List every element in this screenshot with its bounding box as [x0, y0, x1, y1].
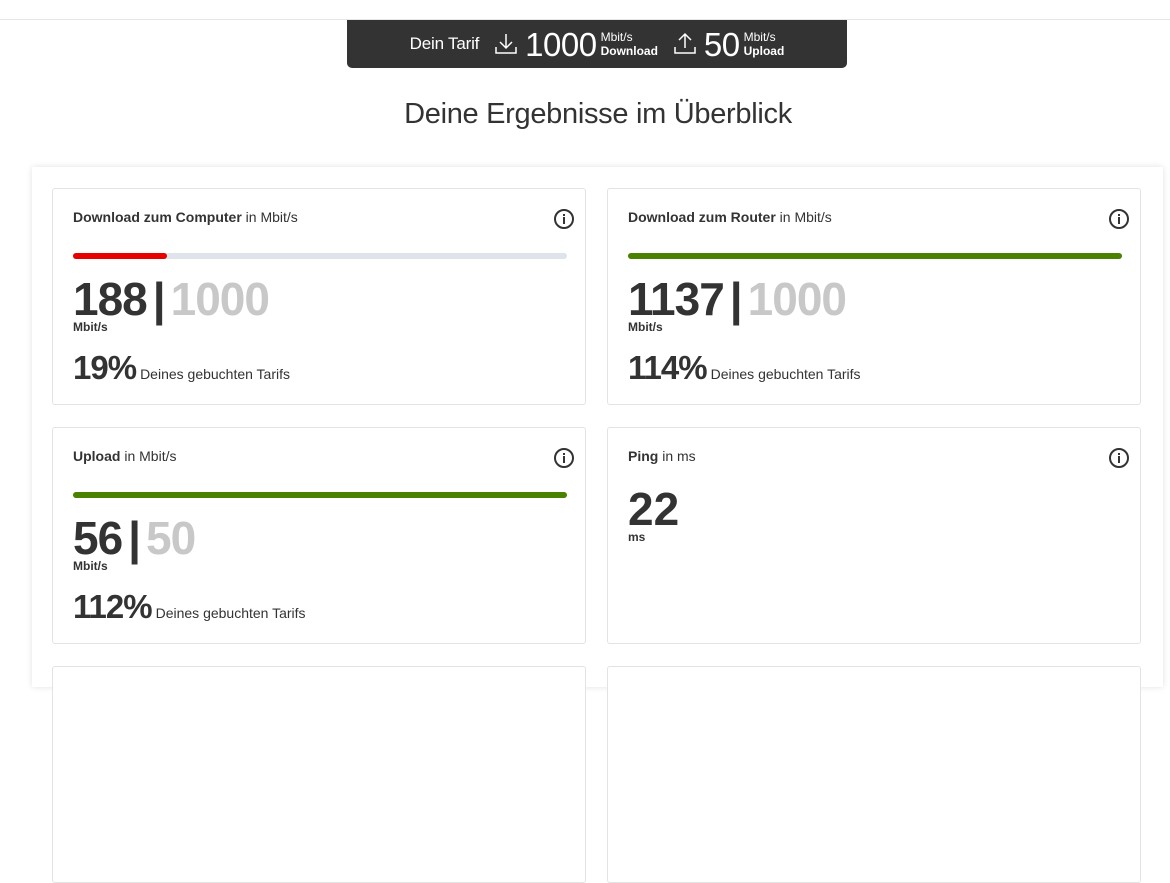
target-value: 1000 — [170, 273, 270, 325]
progress-track — [73, 492, 567, 498]
value-unit: Mbit/s — [73, 320, 108, 334]
value-unit: Mbit/s — [73, 559, 108, 573]
measured-value: 1137 — [628, 273, 725, 325]
percent-text: Deines gebuchten Tarifs — [140, 366, 291, 382]
tariff-banner: Dein Tarif 1000 Mbit/s Download 50 Mbit/… — [347, 20, 847, 68]
progress-fill — [73, 492, 567, 498]
tariff-download-value: 1000 — [525, 25, 597, 63]
speed-values: 56 | 50 — [73, 512, 196, 564]
card-next-right — [607, 666, 1141, 883]
card-title: Download zum Computer in Mbit/s — [73, 209, 298, 225]
tariff-upload-units: Mbit/s Upload — [744, 30, 785, 58]
tariff-upload-label: Upload — [743, 44, 785, 58]
percent-row: 19% Deines gebuchten Tarifs — [73, 349, 290, 387]
info-icon[interactable] — [1109, 448, 1129, 468]
percent-text: Deines gebuchten Tarifs — [155, 605, 306, 621]
card-title-unit: in Mbit/s — [241, 209, 298, 225]
download-icon — [495, 34, 517, 54]
progress-track — [628, 253, 1122, 259]
percent-value: 114% — [628, 349, 708, 386]
card-ping: Ping in ms 22 ms — [607, 427, 1141, 644]
tariff-download-units: Mbit/s Download — [601, 30, 658, 58]
card-next-left — [52, 666, 586, 883]
value-unit: Mbit/s — [628, 320, 663, 334]
card-title-label: Download zum Computer — [73, 209, 242, 225]
value-separator: | — [729, 273, 743, 325]
info-icon[interactable] — [554, 448, 574, 468]
speed-values: 1137 | 1000 — [628, 273, 847, 325]
measured-value: 56 — [73, 512, 123, 564]
ping-unit: ms — [628, 530, 646, 544]
tariff-upload-unit: Mbit/s — [743, 30, 776, 44]
card-title-unit: in Mbit/s — [120, 448, 177, 464]
card-title-label: Download zum Router — [628, 209, 776, 225]
info-icon[interactable] — [554, 209, 574, 229]
speed-values: 188 | 1000 — [73, 273, 270, 325]
tariff-label: Dein Tarif — [409, 34, 480, 53]
measured-value: 188 — [73, 273, 148, 325]
percent-value: 19% — [73, 349, 137, 386]
info-icon[interactable] — [1109, 209, 1129, 229]
results-panel: Download zum Computer in Mbit/s 188 | 1000… — [32, 167, 1163, 883]
percent-value: 112% — [73, 588, 153, 625]
card-title: Download zum Router in Mbit/s — [628, 209, 832, 225]
card-download-computer: Download zum Computer in Mbit/s 188 | 1000… — [52, 188, 586, 405]
card-title: Ping in ms — [628, 448, 696, 464]
card-upload: Upload in Mbit/s 56 | 50 Mbit/s 112% Deines… — [52, 427, 586, 644]
page-title: Deine Ergebnisse im Überblick — [404, 98, 792, 130]
tariff-download-unit: Mbit/s — [600, 30, 633, 44]
percent-row: 114% Deines gebuchten Tarifs — [628, 349, 861, 387]
card-title-unit: in ms — [658, 448, 696, 464]
target-value: 50 — [146, 512, 196, 564]
card-title-label: Ping — [628, 448, 659, 464]
percent-row: 112% Deines gebuchten Tarifs — [73, 588, 306, 626]
tariff-upload-value: 50 — [703, 25, 740, 63]
card-title-label: Upload — [73, 448, 121, 464]
target-value: 1000 — [747, 273, 847, 325]
upload-icon — [674, 32, 696, 54]
progress-fill — [73, 253, 167, 259]
card-title: Upload in Mbit/s — [73, 448, 176, 464]
progress-fill — [628, 253, 1122, 259]
tariff-download-label: Download — [600, 44, 658, 58]
progress-track — [73, 253, 567, 259]
top-divider — [0, 19, 1170, 20]
ping-value: 22 — [628, 483, 680, 535]
percent-text: Deines gebuchten Tarifs — [710, 366, 861, 382]
value-separator: | — [128, 512, 141, 564]
value-separator: | — [152, 273, 166, 325]
card-download-router: Download zum Router in Mbit/s 1137 | 1000 … — [607, 188, 1141, 405]
card-title-unit: in Mbit/s — [775, 209, 832, 225]
